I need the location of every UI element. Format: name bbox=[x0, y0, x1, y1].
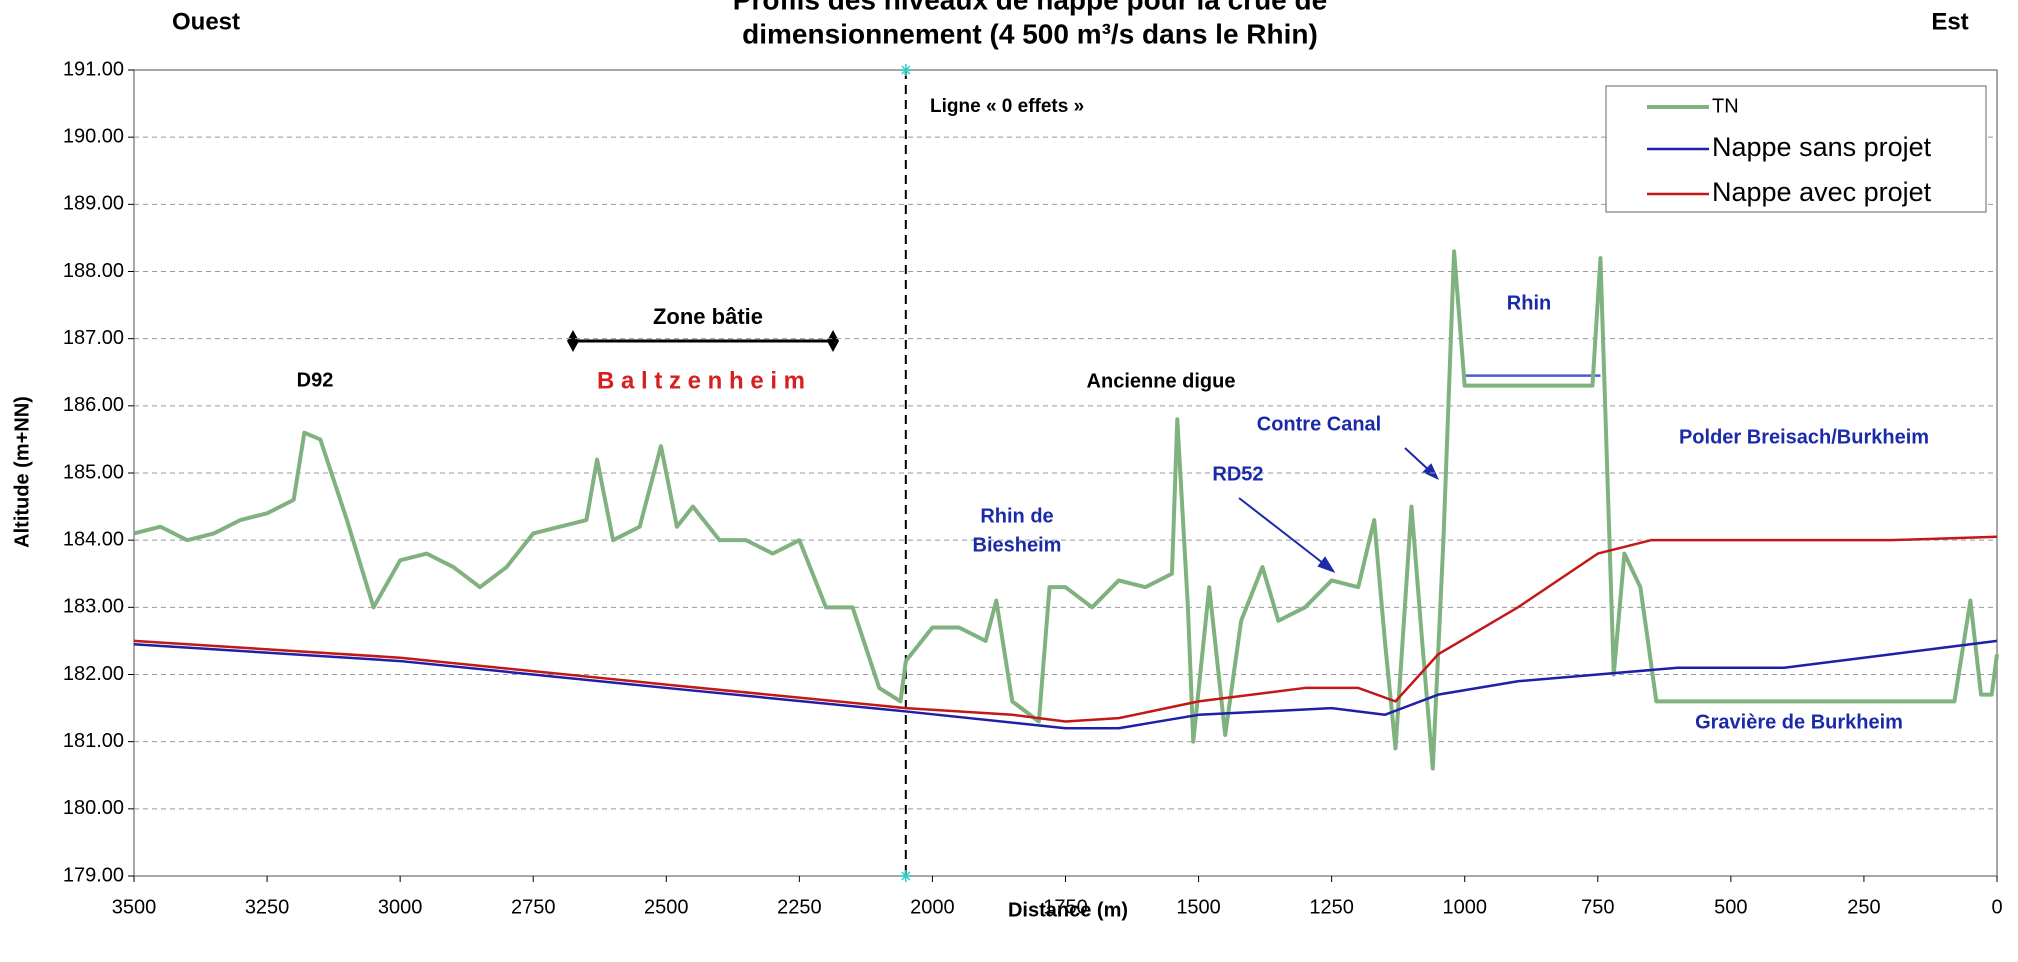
legend-label: TN bbox=[1712, 95, 1739, 117]
y-tick-label: 180.00 bbox=[63, 797, 124, 819]
annotation: Rhin bbox=[1507, 292, 1551, 314]
y-tick-label: 189.00 bbox=[63, 193, 124, 215]
annotation: Ouest bbox=[172, 8, 240, 35]
x-tick-label: 2750 bbox=[511, 896, 556, 918]
x-tick-label: 2500 bbox=[644, 896, 689, 918]
y-tick-label: 187.00 bbox=[63, 327, 124, 349]
annotation: Polder Breisach/Burkheim bbox=[1679, 426, 1929, 448]
x-tick-label: 1000 bbox=[1442, 896, 1487, 918]
y-tick-label: 179.00 bbox=[63, 864, 124, 886]
y-tick-label: 190.00 bbox=[63, 125, 124, 147]
annotation: Est bbox=[1931, 8, 1968, 35]
x-tick-label: 1250 bbox=[1309, 896, 1354, 918]
zone-bracket bbox=[567, 330, 839, 352]
arrows bbox=[1238, 447, 1440, 573]
annotation: B a l t z e n h e i m bbox=[597, 367, 805, 394]
y-tick-label: 188.00 bbox=[63, 260, 124, 282]
y-axis-label: Altitude (m+NN) bbox=[11, 396, 33, 548]
y-tick-label: 183.00 bbox=[63, 596, 124, 618]
x-tick-label: 500 bbox=[1714, 896, 1747, 918]
annotation: Rhin de bbox=[980, 505, 1053, 527]
x-tick-label: 1500 bbox=[1176, 896, 1221, 918]
y-tick-label: 182.00 bbox=[63, 663, 124, 685]
x-tick-label: 3500 bbox=[112, 896, 157, 918]
y-tick-label: 186.00 bbox=[63, 394, 124, 416]
x-tick-label: 2000 bbox=[910, 896, 955, 918]
annotation: Zone bâtie bbox=[653, 304, 763, 329]
y-tick-label: 184.00 bbox=[63, 528, 124, 550]
legend-label: Nappe avec projet bbox=[1712, 177, 1932, 207]
x-tick-label: 750 bbox=[1581, 896, 1614, 918]
annotation: Gravière de Burkheim bbox=[1695, 711, 1903, 733]
x-axis-label: Distance (m) bbox=[1008, 899, 1128, 921]
x-tick-label: 3250 bbox=[245, 896, 290, 918]
x-tick-label: 1750 bbox=[1043, 896, 1088, 918]
x-tick-label: 3000 bbox=[378, 896, 423, 918]
series-line bbox=[133, 249, 1999, 771]
series-line bbox=[133, 639, 1998, 730]
y-tick-label: 191.00 bbox=[63, 58, 124, 80]
x-tick-label: 2250 bbox=[777, 896, 822, 918]
annotation: Ligne « 0 effets » bbox=[930, 96, 1084, 117]
annotation: Ancienne digue bbox=[1087, 370, 1236, 392]
x-tick-label: 0 bbox=[1991, 896, 2002, 918]
zero-effect-marker bbox=[899, 64, 912, 76]
y-tick-label: 185.00 bbox=[63, 461, 124, 483]
legend-label: Nappe sans projet bbox=[1712, 132, 1932, 162]
zero-effect-marker bbox=[899, 870, 912, 882]
x-tick-label: 250 bbox=[1847, 896, 1880, 918]
y-tick-label: 181.00 bbox=[63, 730, 124, 752]
chart-subtitle: dimensionnement (4 500 m³/s dans le Rhin… bbox=[742, 18, 1318, 49]
annotation: RD52 bbox=[1212, 463, 1263, 485]
series-line bbox=[133, 535, 1998, 723]
annotation: Contre Canal bbox=[1257, 413, 1381, 435]
chart-title: Profils des niveaux de nappe pour la cru… bbox=[733, 0, 1327, 15]
annotation: Biesheim bbox=[973, 534, 1062, 556]
annotation: D92 bbox=[297, 369, 334, 391]
